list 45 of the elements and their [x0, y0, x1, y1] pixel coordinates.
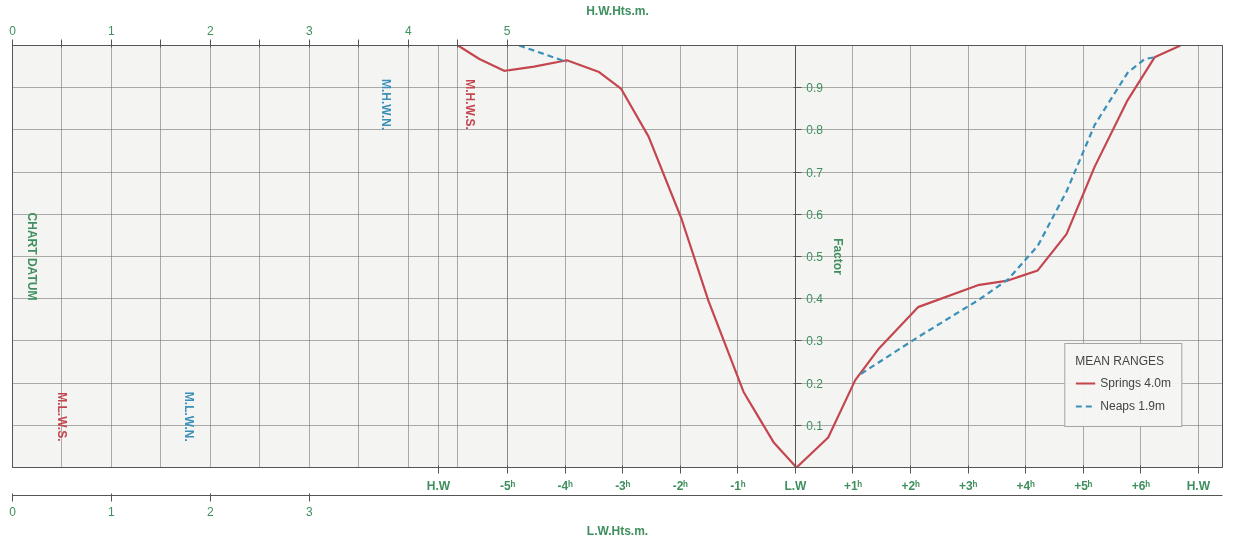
y-axis-title: Factor [831, 238, 846, 276]
y-tick-label: 0.9 [806, 81, 824, 96]
annotation: CHART DATUM [25, 212, 40, 301]
x2-tick-label: 3 [305, 23, 313, 38]
text: 2 [207, 504, 215, 519]
y-tick-label: 0.1 [806, 418, 824, 433]
annotation: M.L.W.N. [181, 391, 196, 442]
x-tick-label: -2ʰ [672, 478, 689, 493]
y-tick-label: 0.5 [806, 250, 824, 264]
y-tick-label: 0.2 [806, 376, 824, 391]
legend-title: MEAN RANGES [1075, 354, 1165, 368]
y-tick-label: 0.7 [806, 165, 824, 180]
x-tick-label: +3ʰ [959, 478, 978, 493]
x2-axis-title: H.W.Hts.m. [586, 3, 649, 18]
y-tick-label: 0.3 [806, 334, 824, 349]
x-tick-label: +4ʰ [1016, 478, 1036, 493]
x-tick-label: +5ʰ [1074, 478, 1093, 493]
x2-tick-label: 5 [503, 23, 511, 38]
legend-label: Neaps 1.9m [1100, 399, 1165, 413]
x-tick-label: H.W [426, 478, 451, 493]
x-tick-label: -4ʰ [557, 478, 574, 493]
y-tick-label: 0.8 [806, 123, 824, 138]
y-tick-label: 0.4 [806, 292, 824, 307]
annotation: M.L.W.S. [54, 392, 69, 442]
x-tick-label: +6ʰ [1131, 478, 1151, 493]
x-tick-label: H.W [1186, 478, 1211, 493]
annotation: M.H.W.S. [462, 79, 477, 130]
text: 1 [108, 504, 116, 519]
legend-label: Springs 4.0m [1100, 376, 1171, 390]
x2-tick-label: 0 [9, 23, 17, 38]
x2-tick-label: 4 [404, 23, 412, 38]
line-series [456, 45, 1182, 468]
x-tick-label: L.W [784, 478, 808, 493]
x-tick-label: -5ʰ [500, 478, 516, 493]
x-tick-label: +1ʰ [843, 478, 863, 493]
text: L.W.Hts.m. [586, 523, 649, 538]
annotation: M.H.W.N. [379, 78, 394, 131]
x2-tick-label: 1 [108, 23, 116, 38]
y-tick-label: 0.6 [806, 207, 824, 222]
x-tick-label: -1ʰ [730, 478, 746, 493]
x2-tick-label: 2 [207, 23, 215, 38]
text: 3 [305, 504, 313, 519]
x-tick-label: +2ʰ [901, 478, 921, 493]
text: 0 [9, 504, 17, 519]
x-tick-label: -3ʰ [615, 478, 631, 493]
